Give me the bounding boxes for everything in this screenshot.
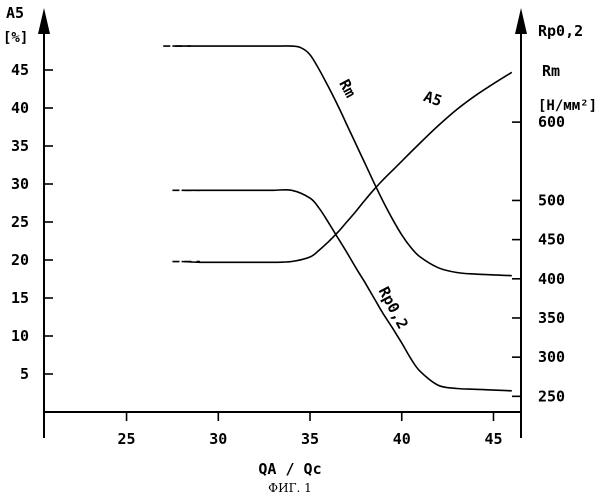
series-layer: [163, 46, 512, 391]
right-tick-label: 350: [538, 309, 565, 327]
left-tick-label: 5: [20, 365, 29, 383]
x-tick-label: 45: [484, 430, 502, 448]
right-axis-title-top: Rp0,2: [538, 22, 583, 40]
series-a5-line: [182, 72, 512, 262]
series-labels: RmRp0,2A5: [335, 76, 444, 332]
series-rm-label: Rm: [335, 76, 359, 100]
left-tick-label: 15: [11, 289, 29, 307]
right-axis: 250 300 350 400 450 500 600 Rp0,2 Rm [Н/мм²]: [512, 8, 597, 438]
right-axis-unit: [Н/мм²]: [538, 98, 597, 114]
series-a5-label: A5: [421, 87, 444, 110]
right-tick-label: 450: [538, 231, 565, 249]
left-tick-label: 40: [11, 99, 29, 117]
left-tick-label: 25: [11, 213, 29, 231]
left-tick-label: 45: [11, 61, 29, 79]
left-axis: 5 10 15 20 25 30 35 40 45 A5 [%]: [3, 4, 53, 438]
series-rp0-2-line: [182, 190, 512, 391]
left-tick-label: 10: [11, 327, 29, 345]
right-tick-label: 600: [538, 113, 565, 131]
x-tick-label: 35: [301, 430, 319, 448]
left-ticks: 5 10 15 20 25 30 35 40 45: [11, 61, 53, 383]
left-axis-arrow: [38, 8, 50, 34]
figure-caption: ФИГ. 1: [268, 481, 312, 495]
right-tick-label: 500: [538, 191, 565, 209]
right-tick-label: 400: [538, 270, 565, 288]
left-axis-title: A5: [6, 4, 24, 22]
left-tick-label: 20: [11, 251, 29, 269]
right-tick-label: 250: [538, 387, 565, 405]
x-axis-title: QA / Qc: [258, 460, 321, 478]
left-tick-label: 35: [11, 137, 29, 155]
x-tick-label: 25: [118, 430, 136, 448]
left-axis-unit: [%]: [3, 30, 28, 46]
left-tick-label: 30: [11, 175, 29, 193]
right-axis-title-bottom: Rm: [542, 62, 560, 80]
right-ticks: 250 300 350 400 450 500 600: [512, 113, 565, 405]
x-tick-label: 40: [393, 430, 411, 448]
x-ticks: 25 30 35 40 45: [118, 412, 503, 448]
x-axis: 25 30 35 40 45 QA / Qc: [44, 412, 521, 478]
x-tick-label: 30: [209, 430, 227, 448]
right-axis-arrow: [515, 8, 527, 34]
right-tick-label: 300: [538, 348, 565, 366]
